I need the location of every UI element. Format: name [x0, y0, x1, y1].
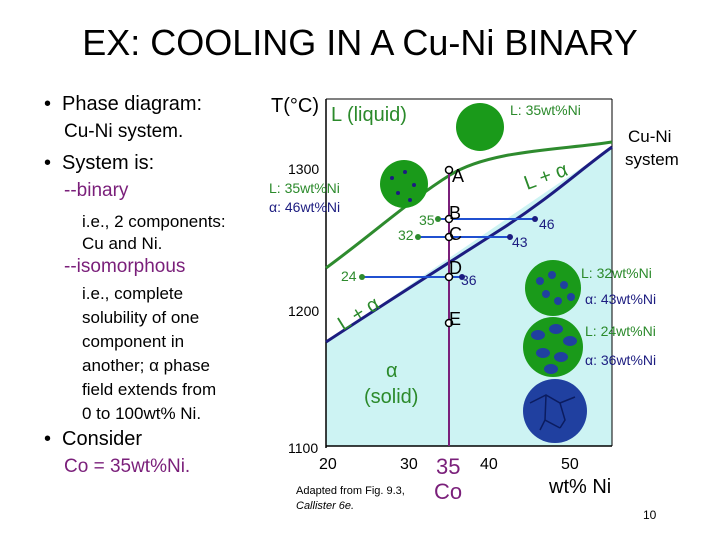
- solidus-curve: [325, 145, 613, 344]
- point-d-composition-alpha: α: 43wt%Ni: [585, 291, 656, 307]
- microstructure-liquid: [456, 103, 504, 151]
- x-tick-30: 30: [400, 456, 418, 473]
- bullet-system-text: System is:: [62, 152, 155, 174]
- point-d-composition-l: L: 32wt%Ni: [581, 265, 652, 281]
- tie-b-right-value: 46: [539, 216, 555, 232]
- y-axis-label: T(°C): [271, 95, 319, 117]
- point-b-label: B: [449, 203, 461, 223]
- isomorphous-note: i.e., complete solubility of one compone…: [82, 282, 262, 426]
- alpha-nucleus: [403, 170, 407, 174]
- alpha-grain: [542, 290, 550, 298]
- point-c-label: C: [449, 224, 462, 244]
- point-a: [444, 165, 454, 175]
- solid-microstructure-circle: [523, 379, 587, 443]
- co-value-label: 35: [436, 454, 460, 479]
- alpha-grain: [536, 277, 544, 285]
- liquidus-curve: [325, 140, 613, 270]
- alpha-nucleus: [408, 198, 412, 202]
- tie-d-right-value: 36: [461, 272, 477, 288]
- iso-note-line: component in: [82, 332, 185, 351]
- point-a-microstructure-circle: [380, 160, 428, 208]
- tie-c-right-value: 43: [512, 234, 528, 250]
- iso-note-line: another; α phase: [82, 356, 210, 375]
- x-tick-40: 40: [480, 456, 498, 473]
- bullet-consider-text: Consider: [62, 428, 143, 450]
- slide-title: EX: COOLING IN A Cu-Ni BINARY: [82, 22, 638, 63]
- y-tick-1200: 1200: [288, 303, 319, 319]
- bullet-phase-diagram-text: Phase diagram:: [62, 93, 203, 115]
- binary-label: --binary: [64, 180, 129, 201]
- tie-b-left-value: 35: [419, 212, 435, 228]
- tie-c-left-value: 32: [398, 227, 414, 243]
- iso-note-line: solubility of one: [82, 308, 200, 327]
- point-c: [444, 232, 454, 242]
- caption-line2: Callister 6e.: [296, 500, 354, 512]
- phase-diagram-subtext: Cu-Ni system.: [64, 121, 184, 142]
- system-label-line2: system: [625, 150, 679, 169]
- alpha-nucleus: [396, 191, 400, 195]
- x-tick-20: 20: [319, 456, 337, 473]
- point-b: [444, 214, 454, 224]
- point-a-composition-alpha: α: 46wt%Ni: [269, 199, 340, 215]
- point-e-composition-alpha: α: 36wt%Ni: [585, 352, 656, 368]
- alpha-grain: [548, 271, 556, 279]
- alpha-grain: [554, 297, 562, 305]
- alpha-grain: [567, 293, 575, 301]
- bullet-system: • System is:: [44, 152, 155, 174]
- alpha-label: α: [386, 360, 398, 382]
- alpha-grain: [549, 324, 563, 334]
- alpha-grain: [554, 352, 568, 362]
- tie-d-left-value: 24: [341, 268, 357, 284]
- point-a-label: A: [452, 166, 464, 186]
- liquid-region-label: L (liquid): [331, 104, 407, 126]
- alpha-nucleus: [390, 176, 394, 180]
- isomorphous-label: --isomorphous: [64, 256, 186, 277]
- liquid-region: [326, 99, 612, 268]
- iso-note-line: i.e., complete: [82, 284, 184, 303]
- grain-boundaries: [529, 394, 576, 431]
- alpha-grain: [531, 330, 545, 340]
- bullet-consider: • Consider: [44, 428, 143, 450]
- system-label-line1: Cu-Ni: [628, 127, 671, 146]
- binary-note-line2: Cu and Ni.: [82, 234, 163, 253]
- liquid-microstructure-circle: [456, 103, 504, 151]
- bullet-phase-diagram: • Phase diagram:: [44, 93, 203, 115]
- tie-point-b-right: [532, 216, 538, 222]
- alpha-grain: [544, 364, 558, 374]
- point-d-label: D: [449, 258, 462, 278]
- solid-label: (solid): [364, 386, 418, 408]
- co-composition-label: Co = 35wt%Ni.: [64, 456, 191, 477]
- microstructure-point-d: [525, 260, 581, 316]
- microstructure-point-e: [523, 317, 583, 377]
- page-number: 10: [643, 508, 657, 522]
- x-axis-label: wt% Ni: [548, 476, 611, 498]
- alpha-grain: [560, 281, 568, 289]
- point-e: [444, 318, 454, 328]
- tie-point-c-left: [415, 234, 421, 240]
- iso-note-line: field extends from: [82, 380, 217, 399]
- alpha-grain: [563, 336, 577, 346]
- point-a-composition-l: L: 35wt%Ni: [269, 180, 340, 196]
- tie-point-d-left: [359, 274, 365, 280]
- point-e-composition-l: L: 24wt%Ni: [585, 323, 656, 339]
- point-d: [444, 272, 454, 282]
- y-tick-1100: 1100: [288, 440, 318, 456]
- alpha-nucleus: [412, 183, 416, 187]
- binary-note-line1: i.e., 2 components:: [82, 212, 226, 231]
- microstructure-point-a: [380, 160, 428, 208]
- alpha-grain: [536, 348, 550, 358]
- y-tick-1300: 1300: [288, 161, 319, 177]
- point-e-label: E: [449, 309, 461, 329]
- tie-point-b-left: [435, 216, 441, 222]
- x-tick-50: 50: [561, 456, 579, 473]
- liquid-composition-label: L: 35wt%Ni: [510, 102, 581, 118]
- point-d-microstructure-circle: [525, 260, 581, 316]
- caption-line1: Adapted from Fig. 9.3,: [296, 485, 405, 497]
- co-text-label: Co: [434, 479, 462, 504]
- iso-note-line: 0 to 100wt% Ni.: [82, 404, 202, 423]
- tie-point-c-right: [507, 234, 513, 240]
- microstructure-solid: [523, 379, 587, 443]
- tie-point-d-right: [459, 274, 465, 280]
